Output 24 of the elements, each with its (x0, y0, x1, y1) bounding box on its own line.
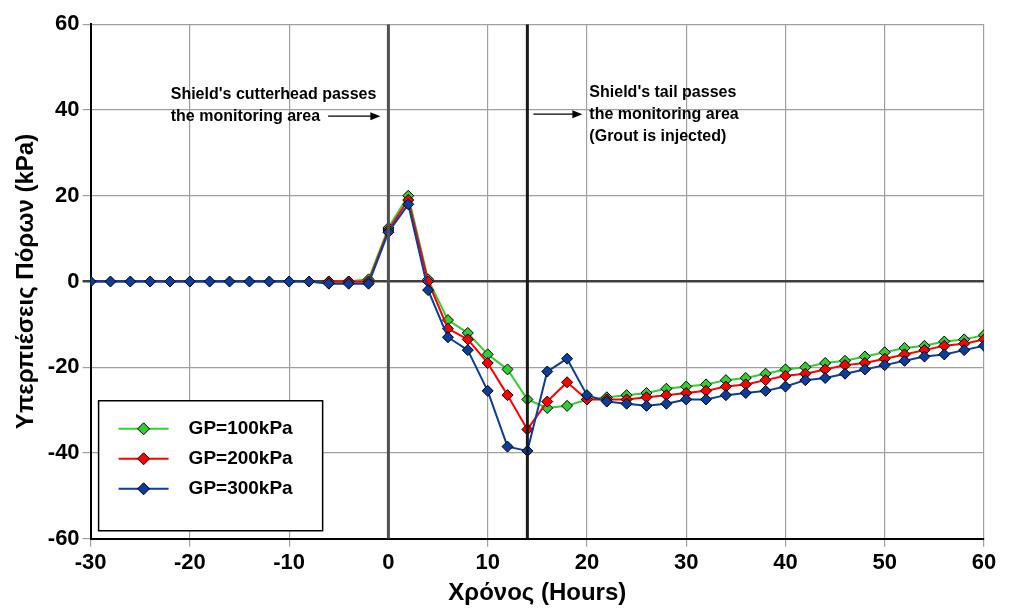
x-tick-label: 0 (382, 549, 395, 575)
x-tick-label: 60 (971, 549, 997, 575)
x-axis-title: Χρόνος (Hours) (448, 578, 627, 606)
x-tick-label: -20 (173, 549, 206, 575)
y-tick-label: 0 (67, 267, 80, 293)
x-tick-label: 40 (773, 549, 798, 575)
ref-line-label: Shield's cutterhead passes the monitoring area (170, 84, 377, 124)
ref-line-label: Shield's tail passes the monitoring area (Grout is injected) (589, 82, 739, 144)
x-tick-label: 10 (475, 549, 500, 575)
y-tick-label: 20 (55, 181, 80, 207)
legend-label: GP=200kPa (188, 447, 294, 469)
y-axis-title: Υπερπιέσεις Πόρων (kPa) (11, 133, 39, 430)
y-tick-label: -40 (47, 439, 80, 465)
y-tick-label: 60 (55, 10, 80, 36)
y-tick-label: -60 (47, 524, 80, 550)
y-tick-label: -20 (47, 353, 80, 379)
x-tick-label: -10 (273, 549, 306, 575)
legend-label: GP=100kPa (188, 417, 294, 439)
x-tick-label: 50 (872, 549, 897, 575)
x-tick-label: 20 (574, 549, 600, 575)
legend-label: GP=300kPa (188, 477, 294, 499)
x-tick-label: -30 (74, 549, 107, 575)
y-tick-label: 40 (55, 96, 80, 122)
x-tick-label: 30 (673, 549, 699, 575)
